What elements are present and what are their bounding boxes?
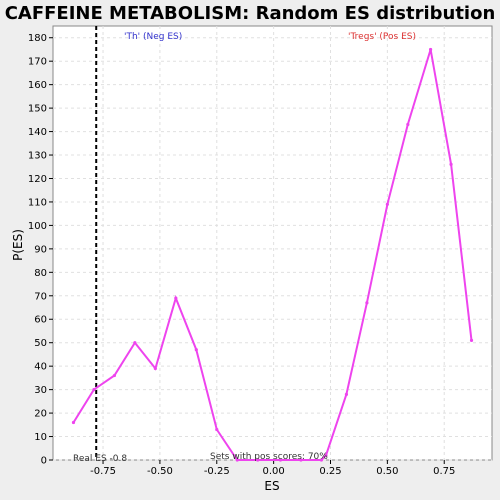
y-tick-label: 0 bbox=[41, 456, 47, 467]
data-point bbox=[92, 388, 96, 392]
y-tick-label: 130 bbox=[28, 151, 47, 162]
neg-es-label: 'Th' (Neg ES) bbox=[124, 32, 182, 42]
y-tick-label: 140 bbox=[28, 127, 47, 138]
data-point bbox=[385, 202, 389, 206]
data-point bbox=[174, 296, 178, 300]
data-point bbox=[319, 458, 324, 462]
y-tick-label: 170 bbox=[28, 57, 47, 68]
chart-title: CAFFEINE METABOLISM: Random ES distribut… bbox=[5, 3, 496, 24]
y-tick-label: 20 bbox=[34, 409, 47, 420]
y-tick-label: 50 bbox=[34, 338, 47, 349]
data-point bbox=[469, 338, 474, 342]
y-tick-label: 110 bbox=[28, 197, 47, 208]
y-tick-label: 150 bbox=[28, 104, 47, 115]
x-axis-ticks: -0.75 -0.50 -0.25 0.00 0.25 0.50 0.75 bbox=[90, 460, 455, 477]
x-tick-label: -0.25 bbox=[204, 466, 230, 477]
y-axis-label: P(ES) bbox=[11, 229, 25, 261]
data-point bbox=[428, 47, 433, 52]
x-tick-label: 0.00 bbox=[263, 466, 285, 477]
y-tick-label: 10 bbox=[34, 432, 47, 443]
data-point bbox=[112, 373, 117, 378]
grid-lines bbox=[53, 26, 492, 461]
x-tick-label: 0.50 bbox=[376, 466, 398, 477]
data-point bbox=[365, 301, 369, 305]
data-point bbox=[344, 392, 349, 396]
x-tick-label: 0.25 bbox=[319, 466, 341, 477]
data-point bbox=[278, 458, 283, 462]
x-tick-label: 0.75 bbox=[433, 466, 455, 477]
data-point bbox=[299, 458, 303, 462]
x-tick-label: -0.50 bbox=[147, 466, 173, 477]
y-tick-label: 80 bbox=[34, 268, 47, 279]
data-point bbox=[256, 458, 260, 462]
plot-area bbox=[52, 25, 493, 461]
curve-points bbox=[71, 47, 474, 462]
data-point bbox=[215, 427, 219, 432]
data-point bbox=[449, 162, 453, 167]
y-tick-label: 90 bbox=[34, 244, 47, 255]
data-point bbox=[406, 122, 410, 127]
data-point bbox=[235, 458, 239, 462]
y-tick-label: 180 bbox=[28, 33, 47, 44]
pos-es-label: 'Tregs' (Pos ES) bbox=[348, 32, 416, 42]
y-tick-label: 120 bbox=[28, 174, 47, 185]
y-tick-label: 40 bbox=[34, 362, 47, 373]
data-point bbox=[71, 420, 76, 425]
real-es-annotation: Real ES -0.8 bbox=[73, 454, 127, 464]
data-point bbox=[133, 341, 137, 345]
y-tick-label: 70 bbox=[34, 291, 47, 302]
y-tick-label: 100 bbox=[28, 221, 47, 232]
x-axis-label: ES bbox=[264, 479, 279, 493]
data-point bbox=[194, 348, 198, 352]
x-tick-label: -0.75 bbox=[90, 466, 116, 477]
y-tick-label: 30 bbox=[34, 385, 47, 396]
y-axis-ticks: 0 10 20 30 40 50 60 70 80 90 100 110 120 130 140 150 160… bbox=[28, 33, 53, 467]
pos-scores-annotation: Sets with pos scores: 70% bbox=[210, 452, 328, 462]
data-point bbox=[153, 366, 157, 371]
y-tick-label: 160 bbox=[28, 80, 47, 91]
y-tick-label: 60 bbox=[34, 315, 47, 326]
data-point bbox=[324, 453, 328, 457]
